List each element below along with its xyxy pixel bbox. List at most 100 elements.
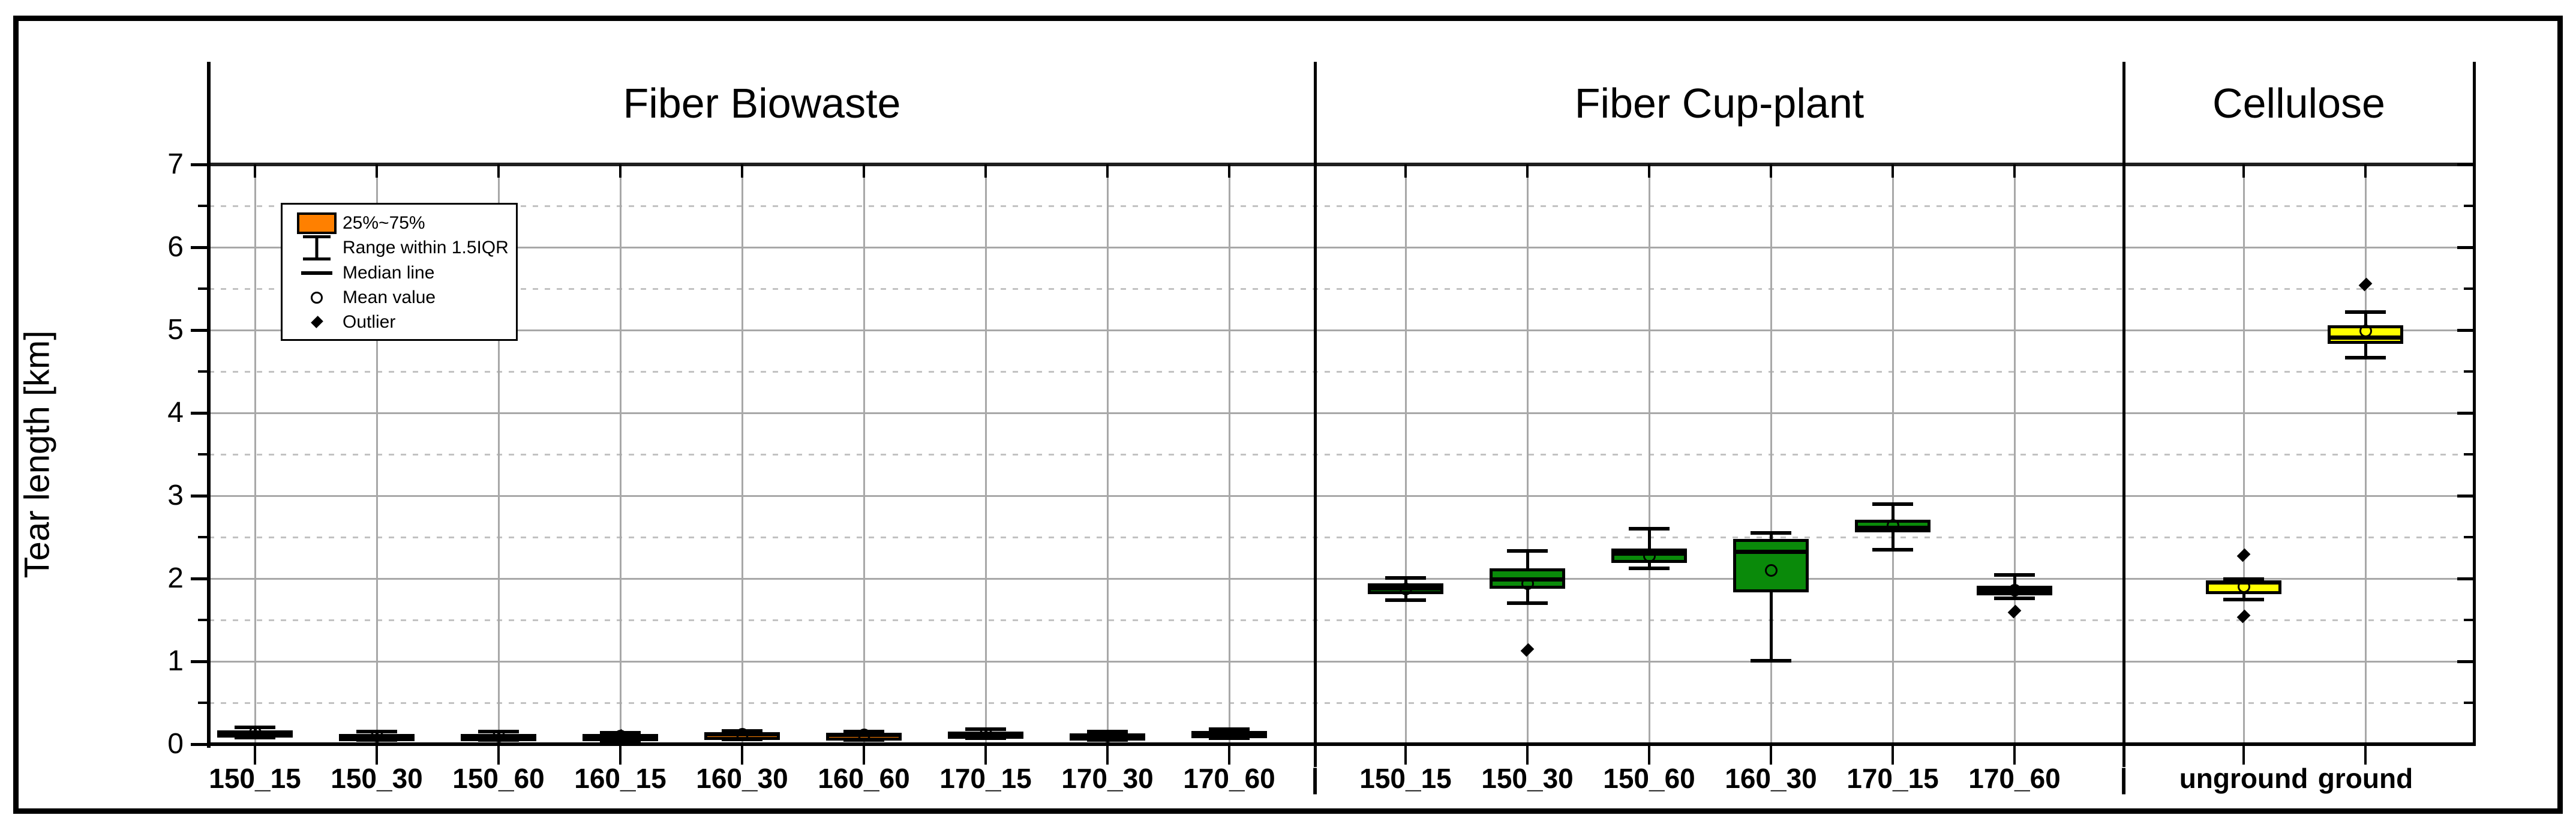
- h-gridline-major: [209, 660, 2474, 663]
- x-tick-label: 150_15: [209, 763, 301, 794]
- mean-circle: [979, 727, 992, 740]
- v-gridline: [1106, 164, 1109, 744]
- whisker-cap-top: [1872, 502, 1913, 506]
- mean-circle: [2359, 324, 2372, 337]
- v-gridline: [741, 164, 743, 744]
- x-tick-label: 170_30: [1061, 763, 1154, 794]
- mean-circle: [857, 729, 870, 742]
- median-line-icon: [291, 271, 343, 275]
- mean-circle-icon: [291, 291, 343, 304]
- panel-separator: [1313, 62, 1317, 767]
- y-tick-label: 5: [167, 314, 184, 346]
- figure-border: [13, 16, 2563, 814]
- mean-circle: [2008, 583, 2021, 597]
- whisker-cap-top: [1507, 549, 1548, 553]
- whisker-cap-top: [2345, 310, 2386, 314]
- outlier-diamond: [2236, 610, 2251, 624]
- whisker-line: [1769, 533, 1773, 661]
- y-minor-tick: [198, 370, 209, 373]
- mean-circle: [1521, 577, 1534, 590]
- legend-item-label: 25%~75%: [343, 212, 425, 233]
- top-axis-line: [207, 163, 2476, 166]
- x-tick-label: 170_60: [1183, 763, 1275, 794]
- right-axis-spine: [2473, 62, 2476, 746]
- whisker-range-icon: [291, 235, 343, 260]
- x-top-tick: [741, 164, 743, 178]
- box-swatch-icon: [291, 212, 343, 234]
- outlier-diamond: [2007, 604, 2022, 619]
- legend-item-label: Outlier: [343, 311, 396, 332]
- v-gridline: [497, 164, 500, 744]
- x-top-tick: [863, 164, 865, 178]
- mean-circle: [248, 726, 262, 739]
- x-axis-line: [207, 742, 2476, 746]
- x-bottom-tick: [2242, 744, 2245, 765]
- legend-box: 25%~75% Range within 1.5IQR Median line Mea…: [281, 203, 518, 341]
- legend-item-4: Outlier: [291, 310, 510, 334]
- mean-circle-icon-glyph: [311, 291, 323, 304]
- h-gridline-major: [209, 412, 2474, 414]
- legend-item-2: Median line: [291, 260, 510, 285]
- x-bottom-tick: [2013, 744, 2016, 765]
- y-tick-label: 6: [167, 231, 184, 263]
- x-bottom-tick: [1228, 744, 1230, 765]
- y-major-tick: [191, 245, 209, 249]
- y-minor-tick-right: [2464, 536, 2474, 538]
- v-gridline: [254, 164, 256, 744]
- legend-item-1: Range within 1.5IQR: [291, 235, 510, 260]
- v-gridline: [1892, 164, 1894, 744]
- mean-circle: [370, 729, 383, 742]
- h-gridline-minor: [209, 205, 2474, 207]
- whisker-cap-bottom: [1872, 547, 1913, 552]
- x-bottom-tick: [741, 744, 743, 765]
- h-gridline-major: [209, 246, 2474, 248]
- x-bottom-tick: [1106, 744, 1109, 765]
- x-top-tick: [2364, 164, 2367, 178]
- box-swatch-icon-glyph: [297, 212, 337, 234]
- whisker-cap-bottom: [2223, 597, 2264, 601]
- x-bottom-tick: [1526, 744, 1529, 765]
- x-tick-label: 170_60: [1968, 763, 2061, 794]
- x-tick-label: ground: [2317, 763, 2413, 794]
- x-bottom-tick: [254, 744, 256, 765]
- v-gridline: [2242, 164, 2245, 744]
- x-bottom-tick: [497, 744, 500, 765]
- legend-item-label: Mean value: [343, 287, 436, 307]
- y-minor-tick-right: [2464, 702, 2474, 704]
- x-top-tick: [2242, 164, 2245, 178]
- panel-separator: [2122, 62, 2125, 767]
- x-bottom-tick: [376, 744, 378, 765]
- y-major-tick: [191, 411, 209, 415]
- whisker-line: [1647, 529, 1651, 569]
- v-gridline: [2013, 164, 2016, 744]
- x-tick-label: 150_60: [1603, 763, 1695, 794]
- x-top-tick: [254, 164, 256, 178]
- panel-title-fiber-cup-plant: Fiber Cup-plant: [1574, 80, 1865, 127]
- y-minor-tick: [198, 536, 209, 538]
- y-tick-label: 2: [167, 562, 184, 594]
- h-gridline-minor: [209, 536, 2474, 538]
- h-gridline-minor: [209, 619, 2474, 621]
- v-gridline: [1228, 164, 1230, 744]
- x-tick-label: 170_15: [939, 763, 1032, 794]
- y-minor-tick: [198, 205, 209, 207]
- x-tick-label: 160_30: [1725, 763, 1817, 794]
- x-top-tick: [1648, 164, 1650, 178]
- y-major-tick-right: [2457, 494, 2474, 498]
- median-line-icon-glyph: [301, 271, 332, 275]
- h-gridline-major: [209, 329, 2474, 331]
- x-top-tick: [376, 164, 378, 178]
- x-bottom-tick: [1404, 744, 1407, 765]
- outlier-diamond: [1520, 643, 1535, 657]
- x-bottom-tick: [863, 744, 865, 765]
- mean-circle: [1223, 727, 1236, 740]
- y-minor-tick-right: [2464, 453, 2474, 456]
- h-gridline-major: [209, 577, 2474, 580]
- x-top-tick: [1892, 164, 1894, 178]
- mean-circle: [1886, 519, 1899, 532]
- whisker-cap-bottom: [1507, 601, 1548, 606]
- panel-title-cellulose: Cellulose: [2212, 80, 2385, 127]
- outlier-diamond-icon: [291, 316, 343, 328]
- whisker-cap-top: [1994, 573, 2035, 577]
- x-tick-label: 170_15: [1847, 763, 1939, 794]
